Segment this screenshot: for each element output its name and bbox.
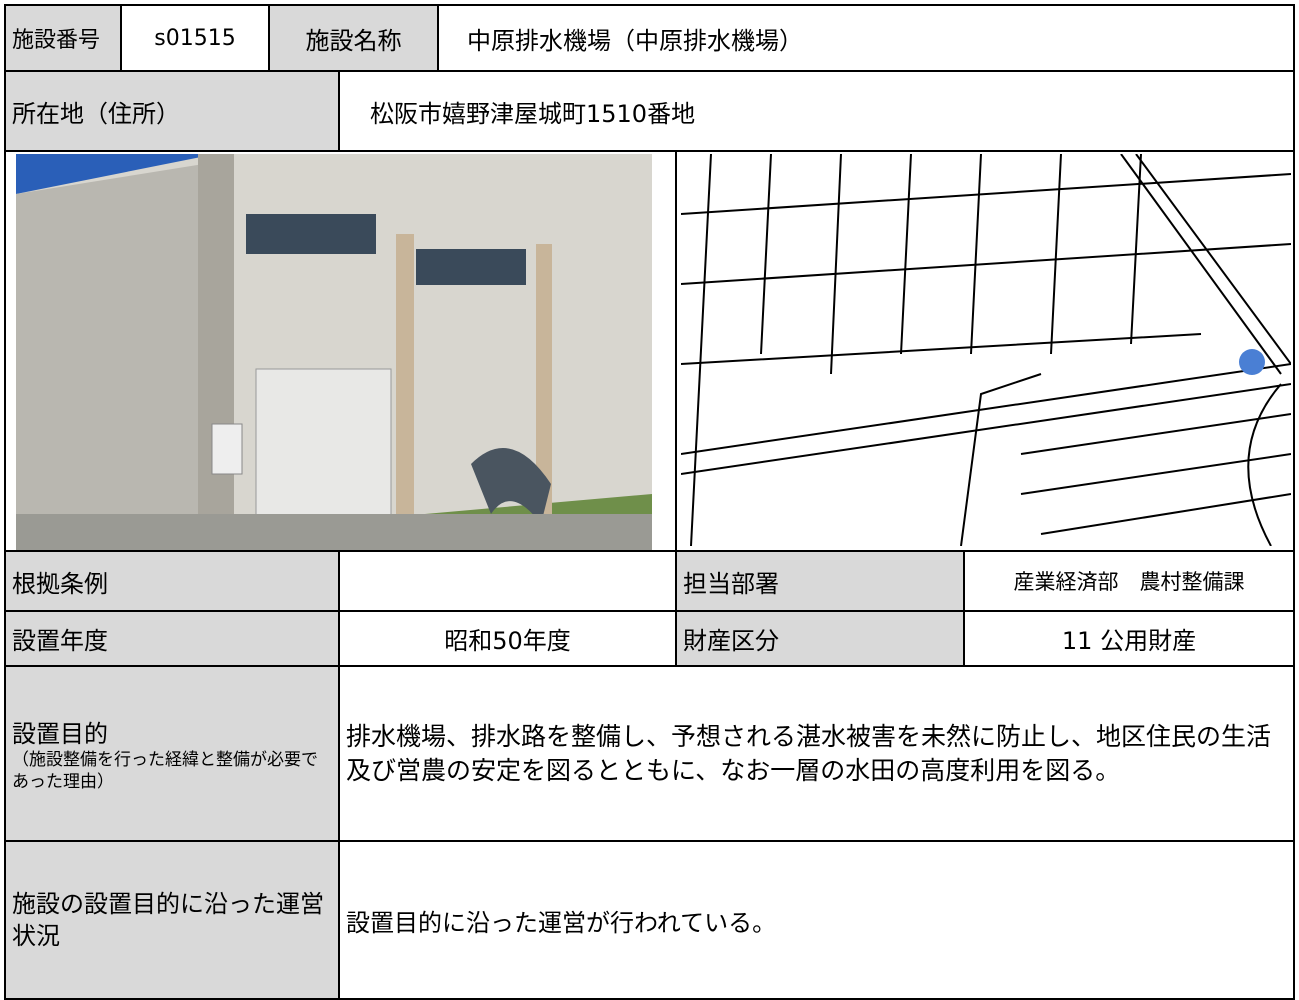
label-cell: 設置目的 （施設整備を行った経緯と整備が必要であった理由） <box>4 665 340 842</box>
value-cell: 産業経済部 農村整備課 <box>963 550 1295 612</box>
value-cell: 松阪市嬉野津屋城町1510番地 <box>338 70 1295 152</box>
map-frame <box>675 150 1295 552</box>
label-cell: 所在地（住所） <box>4 70 340 152</box>
facility-photo <box>16 154 652 550</box>
label-cell: 設置年度 <box>4 610 340 667</box>
label-cell: 根拠条例 <box>4 550 340 612</box>
label-cell: 担当部署 <box>675 550 965 612</box>
label-cell: 施設の設置目的に沿った運営状況 <box>4 840 340 1000</box>
value-cell: 設置目的に沿った運営が行われている。 <box>338 840 1295 1000</box>
purpose-label: 設置目的 <box>12 720 108 748</box>
location-map <box>681 154 1291 546</box>
value-cell <box>338 550 677 612</box>
value-cell: 昭和50年度 <box>338 610 677 667</box>
value-cell: s01515 <box>120 4 270 72</box>
label-cell: 施設番号 <box>4 4 122 72</box>
value-cell: 11 公用財産 <box>963 610 1295 667</box>
value-cell: 排水機場、排水路を整備し、予想される湛水被害を未然に防止し、地区住民の生活及び営… <box>338 665 1295 842</box>
label-cell: 財産区分 <box>675 610 965 667</box>
purpose-note: （施設整備を行った経緯と整備が必要であった理由） <box>12 750 318 792</box>
value-cell: 中原排水機場（中原排水機場） <box>437 4 1295 72</box>
label-cell: 施設名称 <box>268 4 439 72</box>
photo-frame <box>4 150 677 552</box>
